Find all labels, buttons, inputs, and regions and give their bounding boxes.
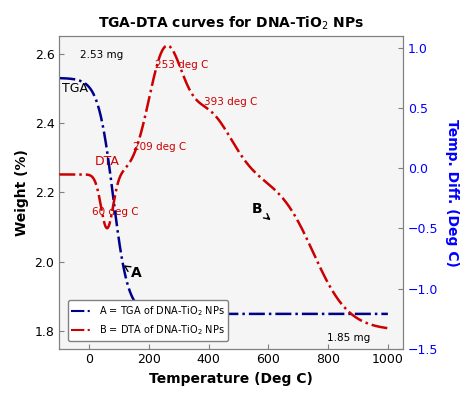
Y-axis label: Weight (%): Weight (%) bbox=[15, 149, 29, 236]
Text: A: A bbox=[125, 266, 142, 280]
Text: 2.53 mg: 2.53 mg bbox=[80, 50, 123, 60]
Text: 253 deg C: 253 deg C bbox=[155, 60, 209, 70]
Text: 393 deg C: 393 deg C bbox=[204, 97, 257, 107]
Text: 209 deg C: 209 deg C bbox=[133, 142, 187, 152]
Text: 60 deg C: 60 deg C bbox=[91, 207, 138, 217]
Legend: A = TGA of DNA-TiO$_2$ NPs, B = DTA of DNA-TiO$_2$ NPs: A = TGA of DNA-TiO$_2$ NPs, B = DTA of D… bbox=[68, 300, 228, 340]
Text: DTA: DTA bbox=[94, 155, 119, 168]
Text: 1.85 mg: 1.85 mg bbox=[327, 333, 370, 343]
Text: B: B bbox=[252, 202, 270, 219]
Y-axis label: Temp. Diff. (Deg C): Temp. Diff. (Deg C) bbox=[445, 119, 459, 266]
Title: TGA-DTA curves for DNA-TiO$_2$ NPs: TGA-DTA curves for DNA-TiO$_2$ NPs bbox=[98, 15, 364, 32]
Text: TGA: TGA bbox=[62, 82, 88, 95]
X-axis label: Temperature (Deg C): Temperature (Deg C) bbox=[149, 372, 313, 386]
